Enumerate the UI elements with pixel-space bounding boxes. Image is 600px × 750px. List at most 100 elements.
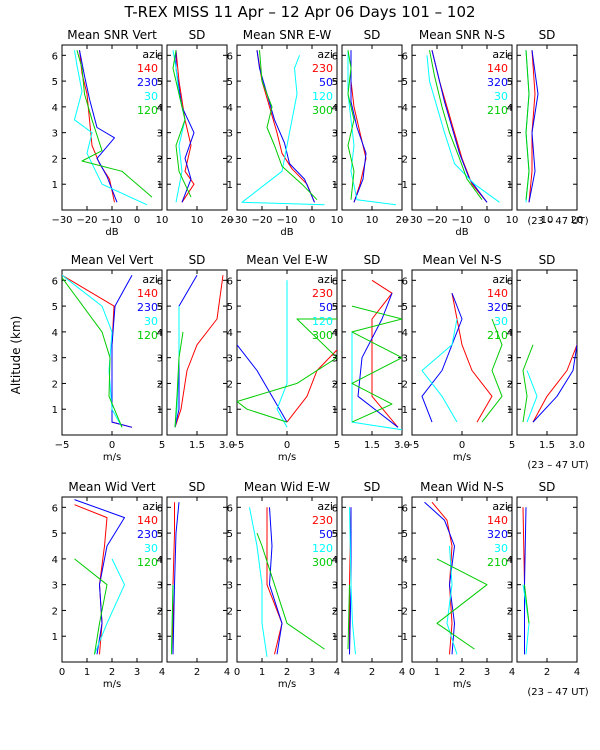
x-tick-label: 3 (134, 667, 140, 678)
series-line-320 (424, 501, 455, 655)
x-tick-label: 0 (134, 215, 140, 226)
y-tick-label: 5 (157, 302, 163, 313)
y-tick-label: 1 (402, 405, 408, 416)
x-tick-label: 0 (309, 215, 315, 226)
x-tick-label: 10 (366, 215, 379, 226)
y-tick-label: 4 (507, 103, 513, 114)
x-tick-label: 3 (484, 667, 490, 678)
y-tick-label: 4 (402, 555, 408, 566)
x-axis-label: m/s (453, 452, 471, 463)
y-tick-label: 1 (332, 405, 338, 416)
legend-header: azi (142, 500, 158, 513)
y-tick-label: 4 (402, 328, 408, 339)
legend-entry: 320 (487, 528, 508, 541)
x-tick-label: 0 (284, 440, 290, 451)
y-tick-label: 2 (402, 379, 408, 390)
y-tick-label: 1 (227, 632, 233, 643)
legend-header: azi (492, 273, 508, 286)
y-tick-label: 6 (157, 503, 163, 514)
series-line-210 (429, 50, 483, 200)
legend-entry: 140 (137, 287, 158, 300)
series-line-120 (249, 507, 268, 657)
legend-entry: 30 (494, 542, 508, 555)
x-tick-label: 20 (571, 215, 584, 226)
series-line-230 (256, 50, 315, 203)
series-line-140 (74, 504, 108, 655)
legend-entry: 230 (137, 301, 158, 314)
x-axis-label: dB (455, 227, 468, 238)
series-line-230 (74, 499, 125, 655)
y-tick-label: 5 (52, 529, 58, 540)
series-line-210 (525, 50, 530, 200)
series-line-300 (259, 50, 318, 201)
series-group (347, 50, 397, 206)
panel-title: Mean Vel E-W (246, 253, 328, 267)
x-tick-label: 0 (409, 667, 415, 678)
series-line-30 (94, 558, 125, 655)
y-axis-label: Altitude (km) (9, 316, 23, 395)
y-tick-label: 4 (507, 328, 513, 339)
figure-title: T-REX MISS 11 Apr – 12 Apr 06 Days 101 –… (123, 3, 475, 21)
panel-title: Mean SNR N-S (419, 28, 505, 42)
series-line-320 (528, 50, 539, 203)
y-tick-label: 3 (507, 354, 513, 365)
plot-frame (166, 496, 228, 663)
series-line-50 (357, 293, 399, 428)
x-tick-label: 2 (194, 667, 200, 678)
panel-vel_ew_sd: SD 1 2 3 4 5 6 1.5 3.0 (332, 253, 410, 451)
series-group (237, 280, 337, 428)
series-line-300 (347, 50, 355, 200)
panel-title: SD (539, 28, 556, 42)
x-tick-label: 1 (84, 667, 90, 678)
y-tick-label: 1 (157, 632, 163, 643)
legend-entry: 140 (487, 62, 508, 75)
x-tick-label: −5 (405, 440, 420, 451)
legend-entry: 50 (319, 528, 333, 541)
legend-entry: 140 (487, 514, 508, 527)
legend-entry: 210 (487, 556, 508, 569)
y-tick-label: 2 (227, 606, 233, 617)
y-tick-label: 4 (157, 103, 163, 114)
y-tick-label: 3 (227, 354, 233, 365)
y-tick-label: 6 (227, 51, 233, 62)
y-tick-label: 2 (227, 379, 233, 390)
legend-entry: 30 (494, 90, 508, 103)
y-tick-label: 6 (507, 276, 513, 287)
y-tick-label: 4 (227, 328, 233, 339)
y-tick-label: 3 (507, 581, 513, 592)
panel-title: Mean Vel N-S (422, 253, 501, 267)
x-tick-label: 5 (509, 440, 515, 451)
legend-entry: 230 (312, 514, 333, 527)
series-group (347, 507, 356, 655)
y-tick-label: 4 (157, 555, 163, 566)
panel-vel_ns_sd: SD 1 2 3 4 5 6 1.5 3.0 (507, 253, 585, 451)
y-tick-label: 5 (332, 302, 338, 313)
y-tick-label: 3 (227, 129, 233, 140)
series-line-120 (241, 55, 325, 206)
x-tick-label: 1.5 (539, 440, 555, 451)
y-tick-label: 1 (507, 632, 513, 643)
y-tick-label: 6 (332, 51, 338, 62)
x-tick-label: 4 (224, 667, 230, 678)
y-tick-label: 3 (52, 129, 58, 140)
y-tick-label: 6 (507, 503, 513, 514)
x-tick-label: 3.0 (219, 440, 235, 451)
y-tick-label: 6 (157, 276, 163, 287)
series-line-300 (237, 318, 337, 423)
x-tick-label: 5 (159, 440, 165, 451)
series-line-50 (237, 344, 288, 423)
y-tick-label: 4 (227, 103, 233, 114)
series-group (62, 274, 133, 428)
legend-entry: 230 (137, 76, 158, 89)
y-tick-label: 6 (402, 51, 408, 62)
panel-title: Mean Wid E-W (244, 480, 330, 494)
y-tick-label: 1 (52, 632, 58, 643)
panel-wid_vert_sd: SD 1 2 3 4 5 6 2 4 (157, 480, 231, 678)
x-tick-label: 4 (509, 667, 515, 678)
panel-title: SD (539, 480, 556, 494)
y-tick-label: 4 (332, 103, 338, 114)
